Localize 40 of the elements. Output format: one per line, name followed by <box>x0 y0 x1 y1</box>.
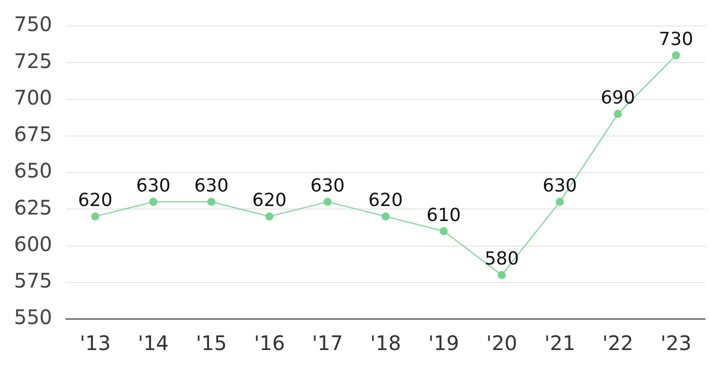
x-tick-label: '16 <box>254 331 285 356</box>
y-tick-label: 625 <box>14 195 52 220</box>
x-tick-label: '22 <box>602 331 634 356</box>
data-label: 630 <box>194 175 229 196</box>
x-tick-label: '19 <box>428 331 460 356</box>
x-tick-label: '23 <box>660 331 692 356</box>
point <box>207 198 216 206</box>
y-tick-label: 600 <box>14 232 52 256</box>
x-tick-label: '14 <box>138 331 169 356</box>
point <box>440 227 448 236</box>
y-tick-label: 725 <box>14 48 52 73</box>
data-label: 620 <box>78 190 112 212</box>
x-tick-label: '18 <box>370 331 402 356</box>
point <box>91 212 100 220</box>
point <box>265 212 274 220</box>
data-label: 690 <box>600 88 636 109</box>
y-tick-label: 550 <box>14 305 52 330</box>
data-label: 630 <box>310 175 345 196</box>
y-tick-label: 575 <box>14 268 52 293</box>
data-label: 620 <box>252 190 287 212</box>
y-tick-label: 700 <box>14 85 52 110</box>
x-tick-label: '13 <box>80 331 111 356</box>
data-label: 630 <box>136 175 170 196</box>
y-tick-label: 650 <box>14 158 52 183</box>
point <box>614 110 622 118</box>
point <box>324 198 332 206</box>
data-label: 620 <box>368 190 403 212</box>
point <box>382 212 390 220</box>
point <box>498 271 506 280</box>
point <box>149 198 158 206</box>
point <box>556 198 564 206</box>
x-tick-label: '20 <box>486 331 518 356</box>
x-tick-label: '21 <box>544 331 576 356</box>
y-tick-label: 750 <box>14 12 52 36</box>
x-tick-label: '17 <box>312 331 343 356</box>
y-tick-label: 675 <box>14 122 52 146</box>
data-label: 610 <box>426 204 461 226</box>
data-label: 730 <box>658 28 694 50</box>
point <box>672 51 680 60</box>
x-tick-label: '15 <box>196 331 227 356</box>
